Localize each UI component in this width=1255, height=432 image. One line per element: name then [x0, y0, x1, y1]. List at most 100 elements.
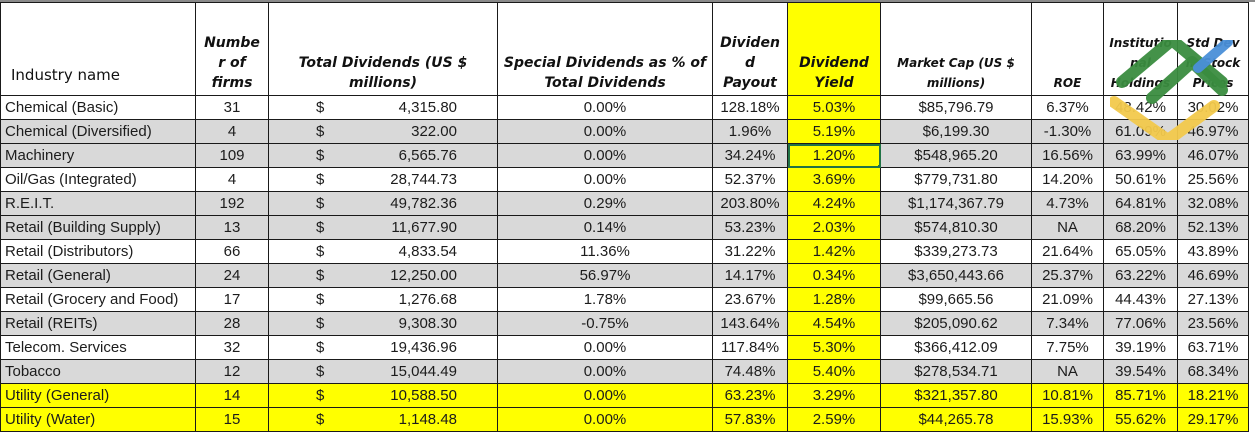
cell-market-cap[interactable]: $574,810.30: [880, 215, 1032, 240]
header-roe[interactable]: ROE: [1031, 2, 1104, 96]
cell-number-of-firms[interactable]: 17: [195, 287, 269, 312]
cell-dividend-payout[interactable]: 14.17%: [712, 263, 788, 288]
cell-std-dev[interactable]: 29.17%: [1177, 407, 1249, 432]
cell-number-of-firms[interactable]: 24: [195, 263, 269, 288]
cell-std-dev[interactable]: 23.56%: [1177, 311, 1249, 336]
cell-total-dividends[interactable]: $4,315.80: [268, 95, 498, 120]
cell-special-dividends[interactable]: 56.97%: [497, 263, 713, 288]
cell-institutional-holdings[interactable]: 85.71%: [1103, 383, 1178, 408]
cell-institutional-holdings[interactable]: 65.05%: [1103, 239, 1178, 264]
cell-std-dev[interactable]: 46.97%: [1177, 119, 1249, 144]
cell-dividend-payout[interactable]: 203.80%: [712, 191, 788, 216]
cell-special-dividends[interactable]: 0.00%: [497, 167, 713, 192]
cell-industry-name[interactable]: Retail (REITs): [0, 311, 196, 336]
header-total-dividends[interactable]: Total Dividends (US $ millions): [268, 2, 498, 96]
cell-roe[interactable]: 25.37%: [1031, 263, 1104, 288]
cell-roe[interactable]: 7.75%: [1031, 335, 1104, 360]
cell-special-dividends[interactable]: 0.00%: [497, 95, 713, 120]
cell-roe[interactable]: 6.37%: [1031, 95, 1104, 120]
cell-dividend-payout[interactable]: 53.23%: [712, 215, 788, 240]
cell-dividend-payout[interactable]: 57.83%: [712, 407, 788, 432]
cell-std-dev[interactable]: 68.34%: [1177, 359, 1249, 384]
cell-roe[interactable]: -1.30%: [1031, 119, 1104, 144]
header-number-of-firms[interactable]: Numbe r of firms: [195, 2, 269, 96]
cell-total-dividends[interactable]: $12,250.00: [268, 263, 498, 288]
cell-dividend-payout[interactable]: 117.84%: [712, 335, 788, 360]
cell-std-dev[interactable]: 46.07%: [1177, 143, 1249, 168]
cell-dividend-payout[interactable]: 23.67%: [712, 287, 788, 312]
cell-dividend-payout[interactable]: 128.18%: [712, 95, 788, 120]
header-dividend-payout[interactable]: Dividen d Payout: [712, 2, 788, 96]
cell-special-dividends[interactable]: 0.14%: [497, 215, 713, 240]
cell-special-dividends[interactable]: 1.78%: [497, 287, 713, 312]
cell-special-dividends[interactable]: 0.00%: [497, 119, 713, 144]
cell-industry-name[interactable]: Utility (Water): [0, 407, 196, 432]
cell-std-dev[interactable]: 18.21%: [1177, 383, 1249, 408]
cell-market-cap[interactable]: $1,174,367.79: [880, 191, 1032, 216]
cell-market-cap[interactable]: $321,357.80: [880, 383, 1032, 408]
cell-dividend-yield[interactable]: 1.28%: [787, 287, 881, 312]
cell-special-dividends[interactable]: -0.75%: [497, 311, 713, 336]
cell-institutional-holdings[interactable]: 50.61%: [1103, 167, 1178, 192]
cell-institutional-holdings[interactable]: 63.99%: [1103, 143, 1178, 168]
header-institutional-holdings[interactable]: Institutio nal Holdings: [1103, 2, 1178, 96]
cell-industry-name[interactable]: Telecom. Services: [0, 335, 196, 360]
cell-dividend-yield[interactable]: 3.69%: [787, 167, 881, 192]
cell-institutional-holdings[interactable]: 39.54%: [1103, 359, 1178, 384]
cell-special-dividends[interactable]: 11.36%: [497, 239, 713, 264]
cell-industry-name[interactable]: Chemical (Basic): [0, 95, 196, 120]
cell-roe[interactable]: 10.81%: [1031, 383, 1104, 408]
header-industry-name[interactable]: Industry name: [0, 2, 196, 96]
cell-number-of-firms[interactable]: 14: [195, 383, 269, 408]
cell-roe[interactable]: 14.20%: [1031, 167, 1104, 192]
cell-number-of-firms[interactable]: 13: [195, 215, 269, 240]
cell-dividend-payout[interactable]: 143.64%: [712, 311, 788, 336]
cell-dividend-yield[interactable]: 5.40%: [787, 359, 881, 384]
cell-special-dividends[interactable]: 0.00%: [497, 143, 713, 168]
cell-number-of-firms[interactable]: 109: [195, 143, 269, 168]
cell-institutional-holdings[interactable]: 55.62%: [1103, 407, 1178, 432]
cell-total-dividends[interactable]: $28,744.73: [268, 167, 498, 192]
cell-dividend-yield[interactable]: 4.24%: [787, 191, 881, 216]
cell-industry-name[interactable]: Retail (General): [0, 263, 196, 288]
cell-special-dividends[interactable]: 0.29%: [497, 191, 713, 216]
cell-roe[interactable]: NA: [1031, 215, 1104, 240]
cell-special-dividends[interactable]: 0.00%: [497, 407, 713, 432]
cell-roe[interactable]: NA: [1031, 359, 1104, 384]
cell-institutional-holdings[interactable]: 39.19%: [1103, 335, 1178, 360]
cell-std-dev[interactable]: 25.56%: [1177, 167, 1249, 192]
cell-dividend-yield[interactable]: 3.29%: [787, 383, 881, 408]
header-std-dev[interactable]: Std Dev in Stock Prices: [1177, 2, 1249, 96]
cell-industry-name[interactable]: Chemical (Diversified): [0, 119, 196, 144]
cell-market-cap[interactable]: $339,273.73: [880, 239, 1032, 264]
cell-std-dev[interactable]: 27.13%: [1177, 287, 1249, 312]
cell-industry-name[interactable]: R.E.I.T.: [0, 191, 196, 216]
cell-std-dev[interactable]: 63.71%: [1177, 335, 1249, 360]
cell-industry-name[interactable]: Retail (Building Supply): [0, 215, 196, 240]
cell-special-dividends[interactable]: 0.00%: [497, 335, 713, 360]
cell-number-of-firms[interactable]: 28: [195, 311, 269, 336]
cell-market-cap[interactable]: $3,650,443.66: [880, 263, 1032, 288]
cell-number-of-firms[interactable]: 192: [195, 191, 269, 216]
cell-number-of-firms[interactable]: 32: [195, 335, 269, 360]
cell-roe[interactable]: 4.73%: [1031, 191, 1104, 216]
cell-industry-name[interactable]: Retail (Distributors): [0, 239, 196, 264]
cell-roe[interactable]: 16.56%: [1031, 143, 1104, 168]
cell-total-dividends[interactable]: $1,148.48: [268, 407, 498, 432]
cell-industry-name[interactable]: Retail (Grocery and Food): [0, 287, 196, 312]
cell-roe[interactable]: 7.34%: [1031, 311, 1104, 336]
header-dividend-yield[interactable]: Dividend Yield: [787, 2, 881, 96]
cell-total-dividends[interactable]: $10,588.50: [268, 383, 498, 408]
cell-market-cap[interactable]: $366,412.09: [880, 335, 1032, 360]
cell-dividend-payout[interactable]: 52.37%: [712, 167, 788, 192]
cell-market-cap[interactable]: $44,265.78: [880, 407, 1032, 432]
cell-market-cap[interactable]: $548,965.20: [880, 143, 1032, 168]
cell-market-cap[interactable]: $99,665.56: [880, 287, 1032, 312]
cell-market-cap[interactable]: $205,090.62: [880, 311, 1032, 336]
cell-institutional-holdings[interactable]: 44.43%: [1103, 287, 1178, 312]
cell-industry-name[interactable]: Tobacco: [0, 359, 196, 384]
cell-total-dividends[interactable]: $9,308.30: [268, 311, 498, 336]
cell-number-of-firms[interactable]: 15: [195, 407, 269, 432]
cell-institutional-holdings[interactable]: 64.81%: [1103, 191, 1178, 216]
header-market-cap[interactable]: Market Cap (US $ millions): [880, 2, 1032, 96]
